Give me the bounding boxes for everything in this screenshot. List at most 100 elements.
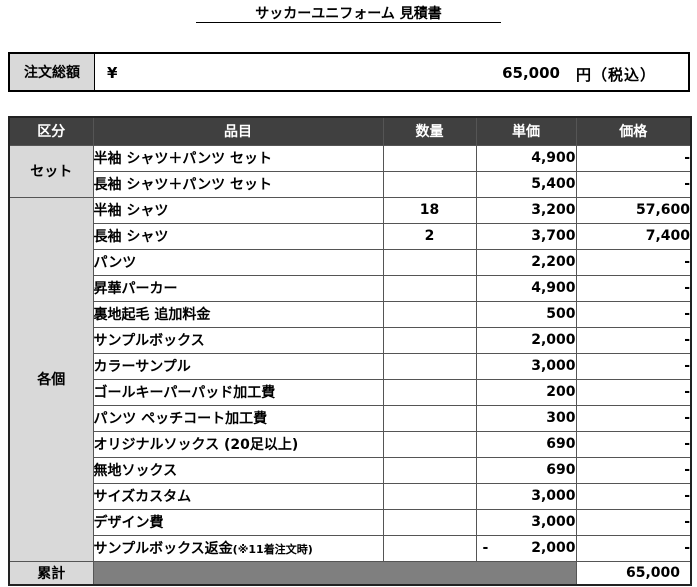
item-unit-price: 3,000	[475, 352, 577, 380]
item-name: オリジナルソックス (20足以上)	[92, 430, 384, 458]
item-name: 半袖 シャツ＋パンツ セット	[92, 144, 384, 172]
item-qty[interactable]	[382, 144, 477, 172]
header-unit-price: 単価	[475, 116, 577, 146]
table-row: パンツ 2,200 -	[9, 248, 692, 276]
document-title: サッカーユニフォーム 見積書	[255, 6, 442, 22]
header-qty: 数量	[382, 116, 477, 146]
item-price: -	[575, 534, 692, 562]
header-price: 価格	[575, 116, 692, 146]
item-name-text: サンプルボックス返金	[93, 541, 233, 557]
header-item: 品目	[92, 116, 384, 146]
item-qty[interactable]	[382, 430, 477, 458]
title-underline	[196, 22, 501, 23]
item-name: 半袖 シャツ	[92, 196, 384, 224]
item-qty[interactable]	[382, 534, 477, 562]
table-row: オリジナルソックス (20足以上) 690 -	[9, 430, 692, 458]
item-qty[interactable]	[382, 378, 477, 406]
order-total-label: 注文総額	[10, 54, 95, 90]
item-unit-price: 3,000	[475, 482, 577, 510]
item-name: 無地ソックス	[92, 456, 384, 484]
item-name: カラーサンプル	[92, 352, 384, 380]
item-qty[interactable]	[382, 456, 477, 484]
item-unit-price: 300	[475, 404, 577, 432]
item-name: 長袖 シャツ	[92, 222, 384, 250]
item-qty[interactable]	[382, 482, 477, 510]
item-name: 昇華パーカー	[92, 274, 384, 302]
item-name: サイズカスタム	[92, 482, 384, 510]
item-unit-price: 3,000	[475, 508, 577, 536]
item-price: 7,400	[575, 222, 692, 250]
table-row: セット 半袖 シャツ＋パンツ セット 4,900 -	[8, 144, 692, 198]
item-name: デザイン費	[92, 508, 384, 536]
item-unit-price: 200	[475, 378, 577, 406]
item-price: -	[575, 144, 692, 172]
item-qty[interactable]	[382, 248, 477, 276]
table-row: 裏地起毛 追加料金 500 -	[9, 300, 692, 328]
item-price: 57,600	[575, 196, 692, 224]
item-price: -	[575, 352, 692, 380]
order-total-amount: 65,000	[502, 64, 560, 82]
item-qty[interactable]: 2	[382, 222, 477, 250]
item-price: -	[575, 274, 692, 302]
item-price: -	[575, 248, 692, 276]
table-row: ゴールキーパーパッド加工費 200 -	[9, 378, 692, 406]
item-unit-price: 4,900	[475, 274, 577, 302]
item-unit-price-value: 2,000	[531, 540, 576, 556]
item-name: サンプルボックス返金(※11着注文時)	[92, 534, 384, 562]
item-qty[interactable]	[382, 300, 477, 328]
table-row: サンプルボックス 2,000 -	[9, 326, 692, 354]
item-unit-price: 3,200	[475, 196, 577, 224]
item-unit-price: 500	[475, 300, 577, 328]
category-individual: 各個	[8, 196, 94, 562]
item-name: 長袖 シャツ＋パンツ セット	[92, 170, 384, 198]
item-name: パンツ	[92, 248, 384, 276]
currency-symbol: ¥	[107, 64, 118, 82]
item-qty[interactable]	[382, 326, 477, 354]
item-price: -	[575, 378, 692, 406]
item-qty[interactable]	[382, 352, 477, 380]
item-price: -	[575, 482, 692, 510]
item-unit-price: 690	[475, 430, 577, 458]
item-qty[interactable]	[382, 404, 477, 432]
table-row: 無地ソックス 690 -	[9, 456, 692, 484]
table-row: 長袖 シャツ 2 3,700 7,400	[9, 222, 692, 250]
item-unit-price: 690	[475, 456, 577, 484]
quote-table: 区分 品目 数量 単価 価格 セット 半袖 シャツ＋パンツ セット 4,900 …	[8, 116, 692, 586]
sum-label: 累計	[8, 560, 94, 586]
item-price: -	[575, 430, 692, 458]
sum-spacer	[92, 560, 577, 586]
item-unit-price: 5,400	[475, 170, 577, 198]
order-total-unit: 円（税込）	[575, 66, 656, 84]
item-price: -	[575, 326, 692, 354]
item-name: パンツ ペッチコート加工費	[92, 404, 384, 432]
table-row: 各個 半袖 シャツ 18 3,200 57,600	[8, 196, 692, 562]
table-row: デザイン費 3,000 -	[9, 508, 692, 536]
item-price: -	[575, 300, 692, 328]
table-header-row: 区分 品目 数量 単価 価格	[8, 116, 692, 146]
item-unit-price: 4,900	[475, 144, 577, 172]
table-row: サイズカスタム 3,000 -	[9, 482, 692, 510]
item-qty[interactable]: 18	[382, 196, 477, 224]
item-qty[interactable]	[382, 274, 477, 302]
table-row: カラーサンプル 3,000 -	[9, 352, 692, 380]
item-note: (※11着注文時)	[232, 543, 313, 556]
table-row: 昇華パーカー 4,900 -	[9, 274, 692, 302]
table-row: サンプルボックス返金(※11着注文時) -2,000 -	[9, 534, 692, 562]
item-name: 裏地起毛 追加料金	[92, 300, 384, 328]
item-price: -	[575, 404, 692, 432]
item-price: -	[575, 170, 692, 198]
order-total-box: 注文総額 ¥ 65,000 円（税込）	[8, 52, 690, 92]
item-qty[interactable]	[382, 170, 477, 198]
table-row: 長袖 シャツ＋パンツ セット 5,400 -	[9, 170, 692, 198]
item-price: -	[575, 456, 692, 484]
category-set: セット	[8, 144, 94, 198]
sum-total: 65,000	[575, 560, 692, 586]
item-unit-price: - 2,000	[475, 534, 577, 562]
table-row: パンツ ペッチコート加工費 300 -	[9, 404, 692, 432]
item-unit-price: 3,700	[475, 222, 577, 250]
item-name: ゴールキーパーパッド加工費	[92, 378, 384, 406]
item-qty[interactable]	[382, 508, 477, 536]
item-name: サンプルボックス	[92, 326, 384, 354]
order-total-value: ¥ 65,000 円（税込）	[95, 54, 688, 90]
item-unit-price: 2,200	[475, 248, 577, 276]
